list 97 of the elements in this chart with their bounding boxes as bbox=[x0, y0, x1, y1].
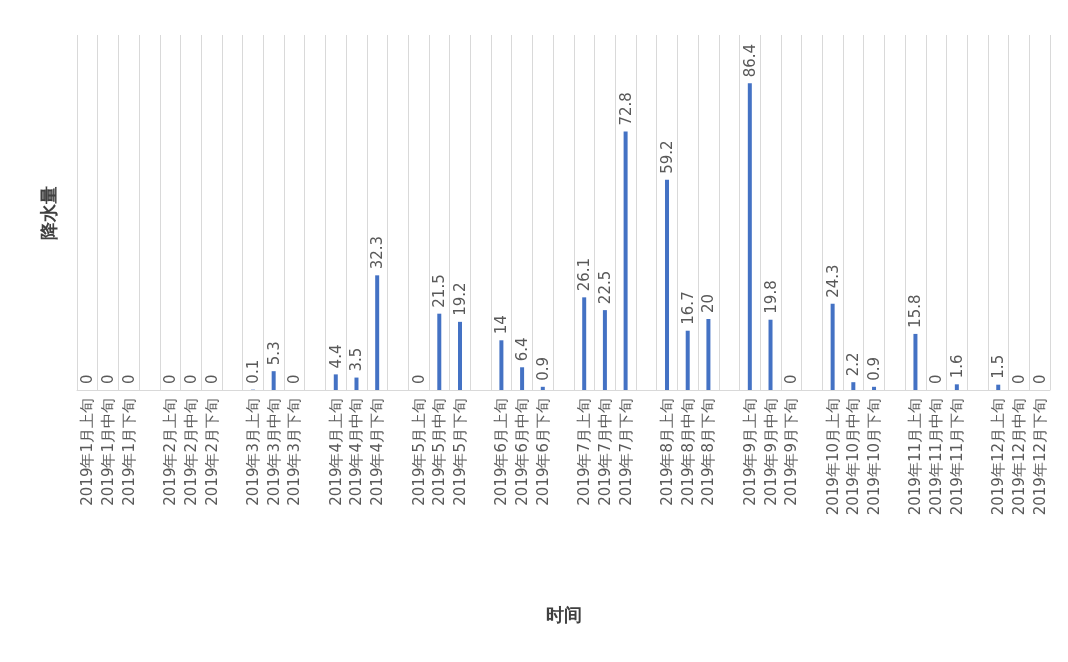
x-tick-label: 2019年5月中旬 bbox=[430, 398, 449, 506]
data-label: 1.6 bbox=[947, 354, 966, 379]
data-label: 4.4 bbox=[326, 344, 345, 369]
x-tick-label: 2019年5月下旬 bbox=[450, 398, 469, 506]
x-tick-label: 2019年11月下旬 bbox=[947, 398, 966, 516]
x-tick-label: 2019年9月中旬 bbox=[761, 398, 780, 506]
bar bbox=[354, 377, 359, 390]
data-label: 19.8 bbox=[761, 280, 780, 314]
data-label: 26.1 bbox=[575, 257, 594, 292]
data-label: 0 bbox=[1009, 374, 1028, 384]
x-tick-label: 2019年4月上旬 bbox=[326, 398, 345, 506]
x-tick-label: 2019年1月上旬 bbox=[78, 398, 97, 506]
data-label: 2.2 bbox=[844, 352, 863, 377]
x-tick-label: 2019年10月中旬 bbox=[844, 398, 863, 516]
bar bbox=[830, 303, 835, 390]
bar bbox=[499, 340, 504, 390]
data-label: 0 bbox=[782, 374, 801, 384]
data-label: 5.3 bbox=[264, 341, 283, 366]
x-tick-label: 2019年12月中旬 bbox=[1009, 398, 1028, 516]
bar bbox=[954, 384, 959, 390]
data-label: 20 bbox=[699, 293, 718, 313]
bar bbox=[996, 384, 1001, 390]
bar bbox=[582, 297, 587, 390]
x-tick-label: 2019年9月上旬 bbox=[740, 398, 759, 506]
x-tick-label: 2019年6月上旬 bbox=[492, 398, 511, 506]
x-tick-label: 2019年10月上旬 bbox=[823, 398, 842, 516]
data-label: 0 bbox=[181, 374, 200, 384]
x-tick-label: 2019年3月中旬 bbox=[264, 398, 283, 506]
bar bbox=[540, 386, 545, 390]
data-label: 16.7 bbox=[678, 291, 697, 325]
bar bbox=[457, 321, 462, 390]
bar bbox=[872, 386, 877, 390]
x-tick-label: 2019年3月上旬 bbox=[243, 398, 262, 506]
x-tick-label: 2019年11月上旬 bbox=[906, 398, 925, 516]
bar bbox=[913, 333, 918, 390]
x-tick-label: 2019年9月下旬 bbox=[782, 398, 801, 506]
x-tick-label: 2019年12月上旬 bbox=[989, 398, 1008, 516]
data-label: 21.5 bbox=[430, 274, 449, 308]
x-tick-label: 2019年8月下旬 bbox=[699, 398, 718, 506]
data-label: 19.2 bbox=[450, 282, 469, 316]
x-tick-label: 2019年6月中旬 bbox=[513, 398, 532, 506]
bar bbox=[271, 371, 276, 390]
bar bbox=[665, 179, 670, 390]
x-tick-label: 2019年7月下旬 bbox=[616, 398, 635, 506]
x-tick-label: 2019年12月下旬 bbox=[1030, 398, 1049, 516]
data-label: 0 bbox=[99, 374, 118, 384]
data-label: 3.5 bbox=[347, 347, 366, 372]
data-label: 0 bbox=[202, 374, 221, 384]
x-tick-label: 2019年7月中旬 bbox=[595, 398, 614, 506]
x-tick-label: 2019年4月中旬 bbox=[347, 398, 366, 506]
x-tick-label: 2019年2月下旬 bbox=[202, 398, 221, 506]
x-tick-label: 2019年5月上旬 bbox=[409, 398, 428, 506]
x-tick-label: 2019年8月上旬 bbox=[658, 398, 677, 506]
x-tick-label: 2019年3月下旬 bbox=[285, 398, 304, 506]
data-label: 0 bbox=[927, 374, 946, 384]
data-label: 22.5 bbox=[595, 270, 614, 305]
data-label: 86.4 bbox=[740, 43, 759, 78]
data-label: 24.3 bbox=[823, 264, 842, 298]
x-tick-label: 2019年10月下旬 bbox=[865, 398, 884, 516]
data-label: 0 bbox=[78, 374, 97, 384]
x-tick-label: 2019年11月中旬 bbox=[927, 398, 946, 516]
data-label: 0 bbox=[161, 374, 180, 384]
data-label: 0.1 bbox=[243, 359, 262, 384]
bar bbox=[623, 131, 628, 390]
y-axis-title: 降水量 bbox=[37, 185, 59, 240]
bar bbox=[685, 330, 690, 390]
data-label: 0 bbox=[119, 374, 138, 384]
x-tick-label: 2019年1月下旬 bbox=[119, 398, 138, 506]
x-tick-label: 2019年2月中旬 bbox=[181, 398, 200, 506]
data-label: 0.9 bbox=[865, 356, 884, 381]
data-label: 0.9 bbox=[533, 356, 552, 381]
bar bbox=[747, 83, 752, 390]
data-label: 15.8 bbox=[906, 294, 925, 328]
data-label: 1.5 bbox=[989, 354, 1008, 379]
bar bbox=[851, 382, 856, 390]
bar bbox=[333, 374, 338, 390]
x-tick-label: 2019年4月下旬 bbox=[368, 398, 387, 506]
bar bbox=[706, 319, 711, 390]
bar bbox=[375, 275, 380, 390]
x-tick-label: 2019年1月中旬 bbox=[99, 398, 118, 506]
data-label: 59.2 bbox=[658, 140, 677, 174]
data-label: 14 bbox=[492, 315, 511, 335]
x-tick-label: 2019年6月下旬 bbox=[533, 398, 552, 506]
x-axis-title: 时间 bbox=[545, 603, 582, 625]
bar bbox=[520, 367, 525, 390]
bar bbox=[768, 319, 773, 390]
data-label: 0 bbox=[285, 374, 304, 384]
data-label: 32.3 bbox=[368, 235, 387, 270]
data-label: 0 bbox=[1030, 374, 1049, 384]
bar bbox=[602, 310, 607, 390]
x-tick-label: 2019年2月上旬 bbox=[161, 398, 180, 506]
x-tick-label: 2019年8月中旬 bbox=[678, 398, 697, 506]
bar bbox=[437, 313, 442, 390]
data-label: 0 bbox=[409, 374, 428, 384]
data-label: 72.8 bbox=[616, 92, 635, 126]
x-tick-label: 2019年7月上旬 bbox=[575, 398, 594, 506]
data-label: 6.4 bbox=[513, 337, 532, 362]
